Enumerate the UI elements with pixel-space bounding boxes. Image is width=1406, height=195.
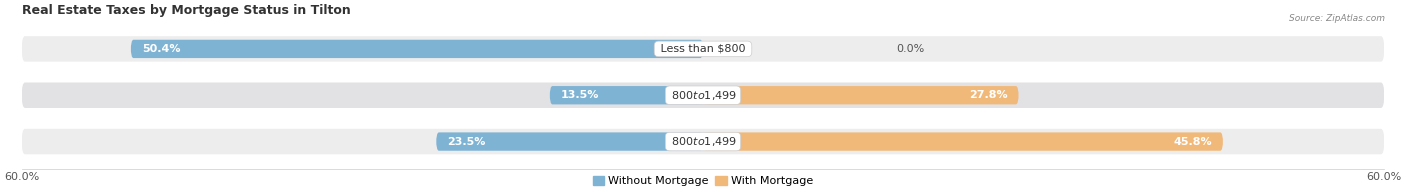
Text: 27.8%: 27.8% [969, 90, 1007, 100]
Text: 0.0%: 0.0% [896, 44, 924, 54]
Text: $800 to $1,499: $800 to $1,499 [668, 89, 738, 102]
Text: $800 to $1,499: $800 to $1,499 [668, 135, 738, 148]
FancyBboxPatch shape [436, 132, 703, 151]
Text: 50.4%: 50.4% [142, 44, 180, 54]
FancyBboxPatch shape [131, 40, 703, 58]
FancyBboxPatch shape [21, 36, 1385, 62]
FancyBboxPatch shape [550, 86, 703, 104]
FancyBboxPatch shape [703, 86, 1018, 104]
FancyBboxPatch shape [703, 132, 1223, 151]
Text: 45.8%: 45.8% [1173, 136, 1212, 147]
Text: Less than $800: Less than $800 [657, 44, 749, 54]
Text: 13.5%: 13.5% [561, 90, 599, 100]
Legend: Without Mortgage, With Mortgage: Without Mortgage, With Mortgage [588, 171, 818, 191]
FancyBboxPatch shape [21, 82, 1385, 108]
FancyBboxPatch shape [21, 129, 1385, 154]
Text: 23.5%: 23.5% [447, 136, 486, 147]
Text: Real Estate Taxes by Mortgage Status in Tilton: Real Estate Taxes by Mortgage Status in … [21, 4, 350, 17]
Text: Source: ZipAtlas.com: Source: ZipAtlas.com [1289, 14, 1385, 23]
